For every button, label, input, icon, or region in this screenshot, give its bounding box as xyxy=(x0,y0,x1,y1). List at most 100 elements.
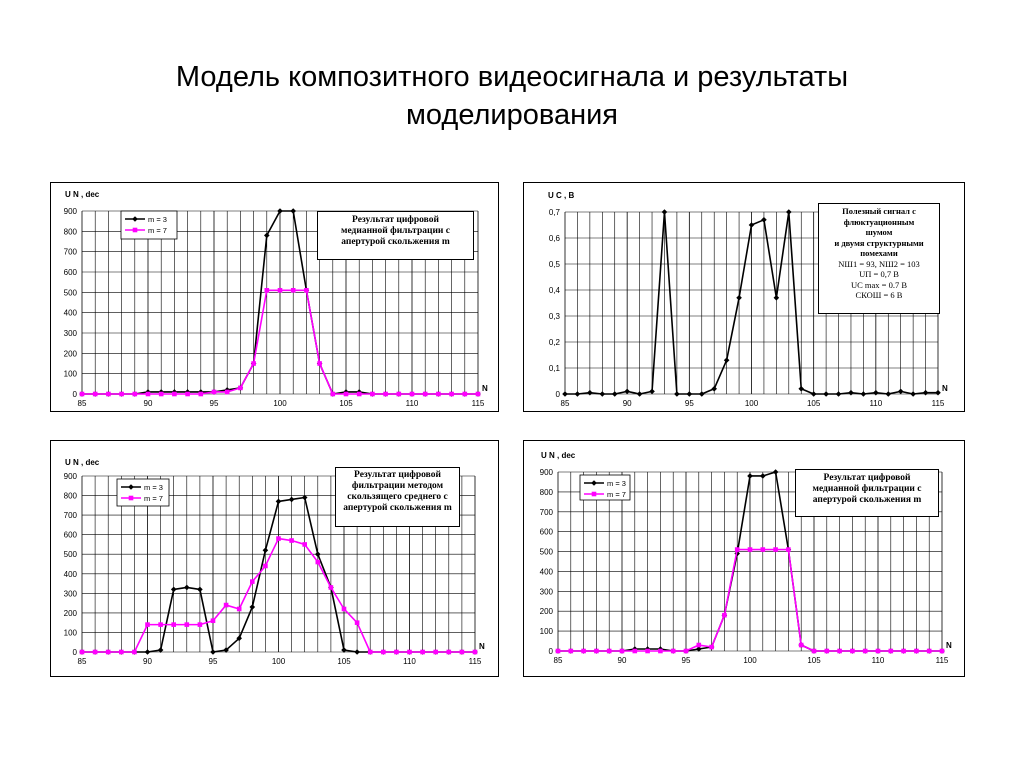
data-point xyxy=(158,391,164,397)
data-point xyxy=(761,217,767,223)
data-point xyxy=(185,391,190,397)
annotation-line: апертурой скольжения m xyxy=(341,237,450,247)
data-point xyxy=(773,295,780,301)
data-point xyxy=(79,649,85,655)
y-tick-label: 0,1 xyxy=(549,364,561,373)
data-point xyxy=(459,649,465,655)
data-point xyxy=(747,473,753,479)
data-point xyxy=(587,389,593,396)
data-point xyxy=(275,498,282,505)
x-tick-label: 115 xyxy=(472,399,485,408)
annotation-line: шумом xyxy=(865,227,893,237)
y-tick-label: 100 xyxy=(64,628,78,637)
data-point xyxy=(683,648,689,654)
data-point xyxy=(674,391,680,397)
data-point xyxy=(158,622,163,627)
x-tick-label: 85 xyxy=(78,399,87,408)
x-tick-label: 95 xyxy=(682,656,691,665)
y-tick-label: 800 xyxy=(540,488,554,497)
y-tick-label: 0 xyxy=(73,390,78,399)
x-tick-label: 115 xyxy=(469,657,482,666)
data-point xyxy=(264,232,270,239)
data-point xyxy=(304,288,309,293)
x-tick-label: 110 xyxy=(872,656,885,665)
data-point xyxy=(632,648,638,654)
y-tick-label: 0 xyxy=(73,648,78,657)
data-point xyxy=(356,391,362,397)
data-point xyxy=(810,391,817,397)
data-point xyxy=(926,648,932,654)
y-tick-label: 800 xyxy=(64,492,78,501)
data-point xyxy=(211,389,217,395)
data-point xyxy=(786,547,791,552)
data-point xyxy=(901,648,906,654)
data-point xyxy=(132,649,137,655)
chart-svg-moving-average: 0 100 200 300 400 500 600 700 800 900 85 90 95 100 105… xyxy=(64,458,485,666)
data-point xyxy=(472,649,478,655)
y-tick-label: 200 xyxy=(540,607,554,616)
data-point xyxy=(354,620,360,625)
annotation-line: и двумя структурными xyxy=(834,237,924,248)
x-tick-label: 100 xyxy=(273,399,287,408)
data-point xyxy=(170,586,177,593)
annotation-line: апертурой скольжения m xyxy=(343,503,452,513)
data-point xyxy=(611,391,618,397)
annotation-line: помехами xyxy=(860,248,898,258)
annotation-line: флюктуационным xyxy=(843,216,915,227)
data-point xyxy=(394,649,399,655)
data-point xyxy=(79,391,85,397)
data-point xyxy=(277,208,283,214)
y-tick-label: 0,3 xyxy=(549,312,561,321)
data-point xyxy=(581,648,586,654)
data-point xyxy=(224,389,230,395)
y-tick-label: 0,5 xyxy=(549,260,561,269)
y-tick-label: 300 xyxy=(64,589,78,598)
data-point xyxy=(897,388,904,395)
data-point xyxy=(449,391,454,397)
x-tick-label: 95 xyxy=(210,399,219,408)
data-point xyxy=(709,644,714,650)
data-point xyxy=(562,391,568,397)
data-point xyxy=(290,208,296,214)
data-point xyxy=(698,391,705,397)
x-tick-label: 90 xyxy=(623,399,632,408)
y-axis-label: U N , dec xyxy=(65,190,100,199)
annotation-line: фильтрации методом xyxy=(351,481,444,491)
data-point xyxy=(223,602,229,608)
chart-annotation: Результат цифровой фильтрации методом ск… xyxy=(335,467,460,527)
data-point xyxy=(343,391,349,397)
annotation-line: медианной фильтрации с xyxy=(340,226,450,236)
legend-label: m = 3 xyxy=(144,483,163,492)
slide-title: Модель композитного видеосигнала и резул… xyxy=(40,58,984,134)
x-tick-label: 110 xyxy=(403,657,416,666)
data-point xyxy=(407,649,412,655)
data-point xyxy=(251,361,256,366)
data-point xyxy=(568,648,574,654)
data-point xyxy=(92,391,98,397)
data-point xyxy=(837,648,842,654)
x-tick-label: 110 xyxy=(869,399,882,408)
data-point xyxy=(436,391,441,397)
data-point xyxy=(875,648,881,654)
data-point xyxy=(317,361,322,366)
data-point xyxy=(748,222,755,228)
data-point xyxy=(184,584,190,591)
y-tick-label: 0,7 xyxy=(549,208,561,217)
y-tick-label: 700 xyxy=(64,248,78,257)
data-point xyxy=(670,648,676,654)
data-point xyxy=(302,542,307,547)
y-tick-label: 400 xyxy=(540,567,554,576)
data-point xyxy=(850,648,855,654)
y-tick-label: 200 xyxy=(64,349,78,358)
data-point xyxy=(263,563,268,569)
data-point xyxy=(354,649,360,655)
x-tick-label: 95 xyxy=(685,399,694,408)
data-point xyxy=(624,388,630,395)
y-tick-label: 900 xyxy=(64,472,78,481)
data-point xyxy=(105,649,111,655)
x-tick-label: 90 xyxy=(144,399,153,408)
y-tick-label: 600 xyxy=(540,528,554,537)
data-point xyxy=(157,647,164,653)
data-point xyxy=(264,288,270,293)
annotation-line: NШ1 = 93, NШ2 = 103 xyxy=(838,258,920,269)
